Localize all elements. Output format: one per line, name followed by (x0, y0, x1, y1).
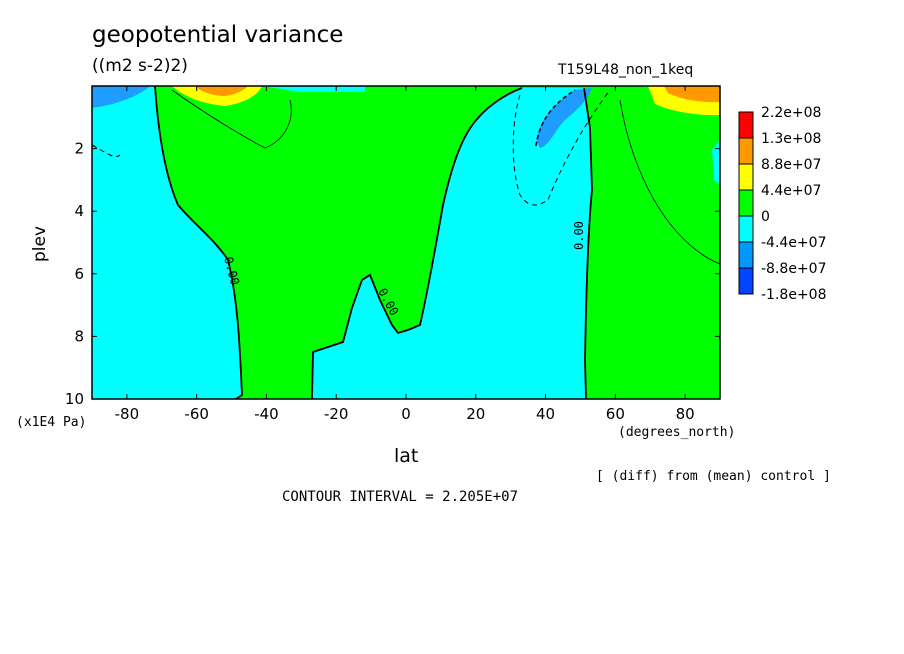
x-tick-label: -20 (324, 405, 349, 423)
field-negative-central (312, 88, 592, 399)
x-tick-label: -60 (184, 405, 209, 423)
legend-label: 0 (761, 209, 770, 225)
x-axis-label: lat (394, 445, 419, 467)
legend-swatch (738, 137, 754, 165)
run-label: T159L48_non_1keq (558, 62, 694, 78)
legend-swatch (738, 267, 754, 295)
color-legend: 2.2e+08 1.3e+08 8.8e+07 4.4e+07 0 -4.4e+07 -8.… (738, 105, 826, 303)
positive-contour-west (171, 89, 292, 149)
y-tick-label: 2 (74, 140, 84, 158)
negative-contour-north (512, 89, 611, 206)
x-ticks: -80 -60 -40 -20 0 20 40 60 80 (115, 86, 695, 423)
legend-label: -8.8e+07 (761, 261, 826, 277)
field-negative-west (92, 86, 242, 399)
x-tick-label: 20 (466, 405, 485, 423)
x-tick-label: 60 (606, 405, 625, 423)
contour-interval: CONTOUR INTERVAL = 2.205E+07 (282, 489, 519, 505)
x-axis-unit: (degrees_north) (618, 425, 736, 440)
diff-note: [ (diff) from (mean) control ] (596, 469, 831, 484)
legend-swatch (738, 241, 754, 269)
legend-label: 8.8e+07 (761, 157, 821, 173)
legend-swatch (738, 111, 754, 139)
contours (91, 85, 721, 400)
y-tick-label: 8 (74, 327, 84, 345)
zero-contour-east (583, 87, 593, 400)
x-tick-label: 40 (536, 405, 555, 423)
chart-units: ((m2 s-2)2) (92, 56, 188, 76)
negative-contour-west (91, 144, 121, 158)
x-tick-label: -80 (115, 405, 140, 423)
y-axis-unit: (x1E4 Pa) (16, 415, 87, 430)
contour-label-east: 0.00 (572, 221, 586, 250)
field-negative-top-middle (262, 86, 365, 92)
zero-contour-west (154, 85, 243, 400)
legend-label: 1.3e+08 (761, 131, 821, 147)
y-tick-label: 6 (74, 265, 84, 283)
positive-contour-east (619, 99, 721, 265)
field (92, 86, 720, 399)
strong-contour-north (535, 89, 576, 147)
legend-label: 2.2e+08 (761, 105, 821, 121)
field-orange-east (664, 86, 720, 103)
x-tick-label: 80 (676, 405, 695, 423)
legend-label: -1.8e+08 (761, 287, 826, 303)
field-strong-negative-west (92, 86, 150, 108)
field-strong-negative-north (536, 88, 592, 148)
chart-title: geopotential variance (92, 22, 344, 48)
legend-swatch (738, 215, 754, 243)
field-negative-east-edge (712, 140, 720, 185)
x-tick-label: -40 (254, 405, 279, 423)
legend-label: 4.4e+07 (761, 183, 821, 199)
y-tick-label: 4 (74, 202, 84, 220)
zero-contour-central (311, 87, 523, 400)
legend-label: -4.4e+07 (761, 235, 826, 251)
legend-swatch (738, 163, 754, 191)
field-orange-west (195, 86, 248, 96)
legend-swatch (738, 189, 754, 217)
y-ticks: 2 4 6 8 10 (65, 140, 720, 408)
x-tick-label: 0 (401, 405, 411, 423)
y-tick-label: 10 (65, 390, 84, 408)
